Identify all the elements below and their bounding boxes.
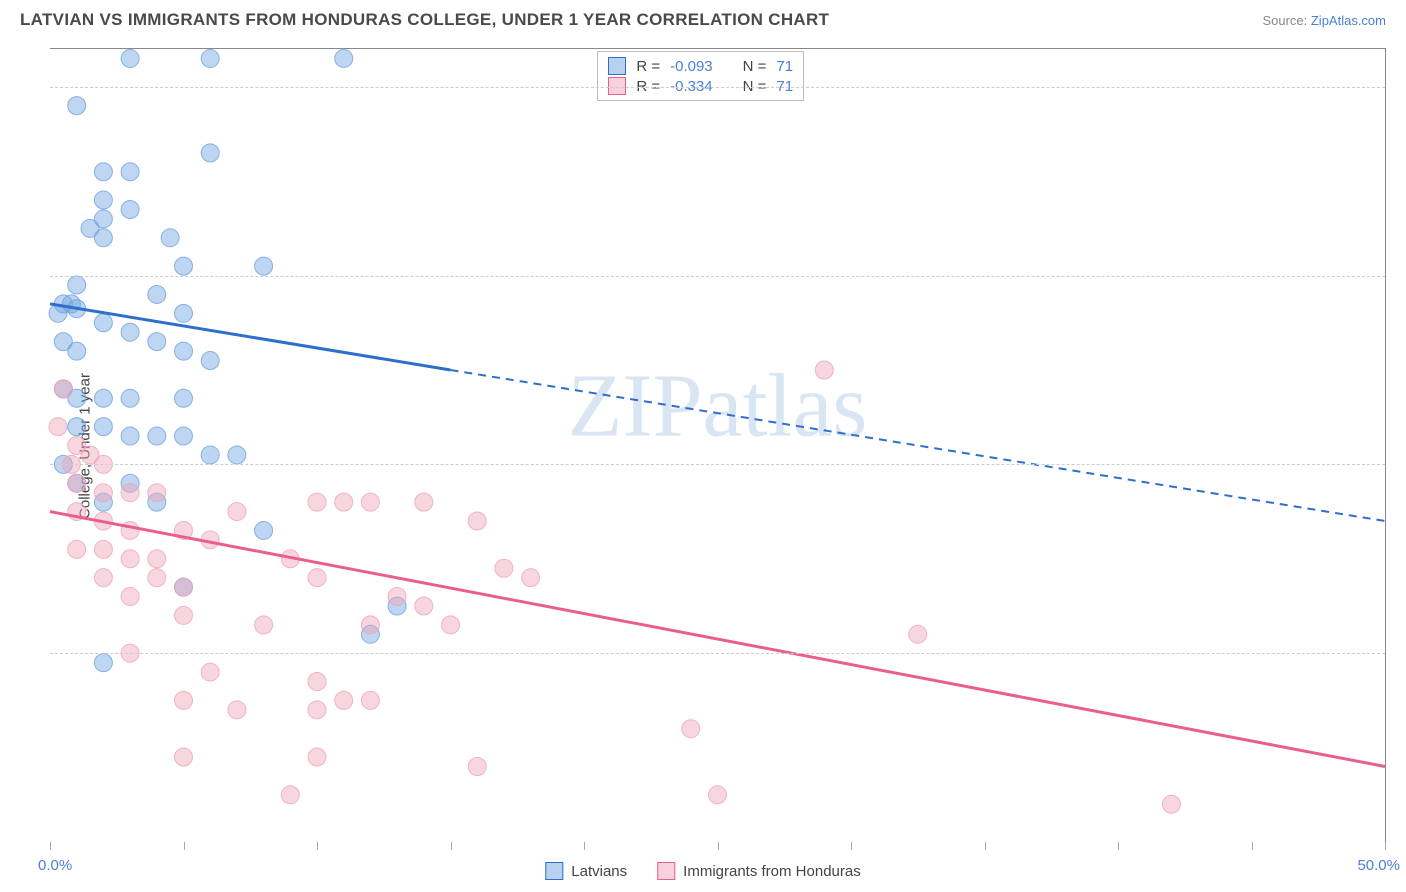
header: LATVIAN VS IMMIGRANTS FROM HONDURAS COLL… <box>0 0 1406 35</box>
legend-item-series2: Immigrants from Honduras <box>657 862 861 880</box>
legend-item-series1: Latvians <box>545 862 627 880</box>
y-tick-label: 60.0% <box>1395 456 1406 473</box>
source-attribution: Source: ZipAtlas.com <box>1262 13 1386 28</box>
legend-label-series1: Latvians <box>571 863 627 880</box>
swatch-series1 <box>608 57 626 75</box>
y-tick-label: 100.0% <box>1395 78 1406 95</box>
n-value-series1: 71 <box>776 58 793 75</box>
n-label: N = <box>743 58 767 75</box>
x-axis-min-label: 0.0% <box>38 857 72 874</box>
y-tick-label: 40.0% <box>1395 645 1406 662</box>
r-label: R = <box>636 58 660 75</box>
stats-row-series1: R = -0.093 N = 71 <box>608 56 793 76</box>
chart-title: LATVIAN VS IMMIGRANTS FROM HONDURAS COLL… <box>20 10 829 30</box>
chart-plot-area: ZIPatlas R = -0.093 N = 71 R = -0.334 N … <box>50 48 1386 842</box>
source-prefix: Source: <box>1262 13 1310 28</box>
r-value-series1: -0.093 <box>670 58 713 75</box>
bottom-legend: Latvians Immigrants from Honduras <box>545 862 860 880</box>
legend-label-series2: Immigrants from Honduras <box>683 863 861 880</box>
scatter-plot-svg <box>50 49 1385 842</box>
source-link[interactable]: ZipAtlas.com <box>1311 13 1386 28</box>
x-axis-max-label: 50.0% <box>1357 857 1400 874</box>
stats-legend-box: R = -0.093 N = 71 R = -0.334 N = 71 <box>597 51 804 101</box>
swatch-series1-icon <box>545 862 563 880</box>
swatch-series2-icon <box>657 862 675 880</box>
y-tick-label: 80.0% <box>1395 267 1406 284</box>
